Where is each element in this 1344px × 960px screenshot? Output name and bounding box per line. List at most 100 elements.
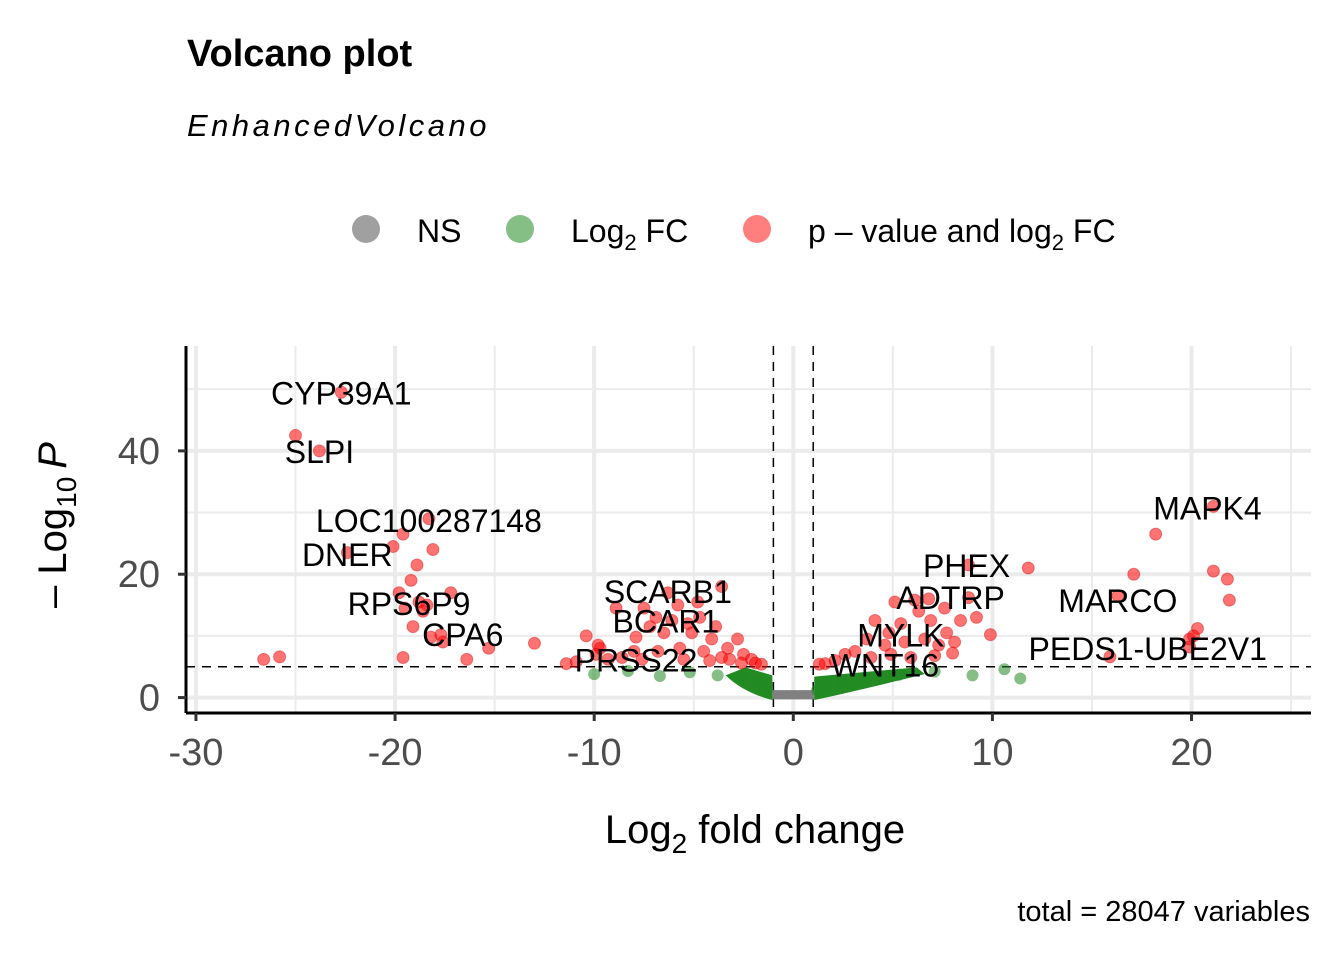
legend-label-significant: p – value and log2 FC — [808, 213, 1116, 255]
chart-title: Volcano plot — [187, 33, 413, 75]
significant-point — [735, 656, 749, 670]
x-tick-label: 0 — [783, 732, 804, 774]
significant-point — [673, 641, 687, 655]
fc-point — [711, 669, 724, 682]
significant-point — [922, 592, 936, 606]
legend: NS Log2 FC p – value and log2 FC — [352, 213, 1116, 255]
plot-gridlines — [186, 346, 1311, 713]
x-tick-label: -30 — [168, 732, 223, 774]
significant-point — [665, 613, 679, 627]
fc-point — [966, 669, 979, 682]
significant-point — [1183, 640, 1197, 654]
significant-point — [340, 546, 354, 560]
ns-points-cluster — [772, 690, 815, 700]
significant-point — [754, 657, 768, 671]
x-axis-title: Log2 fold change — [605, 808, 905, 859]
chart-caption: total = 28047 variables — [1017, 896, 1310, 928]
x-tick-label: 10 — [971, 732, 1013, 774]
significant-point — [1149, 527, 1163, 541]
legend-key-ns — [352, 215, 380, 243]
significant-point — [894, 617, 908, 631]
significant-point — [924, 613, 938, 627]
y-tick-label: 40 — [118, 431, 160, 473]
gene-label: DNER — [302, 537, 393, 573]
legend-key-significant — [743, 215, 771, 243]
significant-point — [396, 650, 410, 664]
significant-point — [482, 641, 496, 655]
gene-label: PHEX — [923, 548, 1010, 584]
fc-point — [998, 663, 1011, 676]
significant-point — [1187, 629, 1201, 643]
significant-point — [912, 604, 926, 618]
significant-point — [426, 543, 440, 557]
significant-point — [812, 657, 826, 671]
fc-point — [1014, 672, 1027, 685]
fc-point — [588, 668, 601, 681]
significant-point — [1206, 564, 1220, 578]
significant-point — [1206, 499, 1220, 513]
fc-point — [683, 666, 696, 679]
significant-point — [615, 650, 629, 664]
significant-point — [878, 638, 892, 652]
significant-point — [589, 647, 603, 661]
significant-point — [386, 539, 400, 553]
significant-point — [1127, 567, 1141, 581]
fc-point — [761, 682, 774, 695]
significant-point — [334, 385, 348, 399]
gene-label: WNT16 — [831, 647, 939, 683]
significant-point — [904, 650, 918, 664]
gene-label: CYP39A1 — [271, 375, 412, 411]
significant-point — [273, 650, 287, 664]
significant-point — [289, 428, 303, 442]
fc-point — [622, 665, 635, 678]
significant-point — [569, 655, 583, 669]
significant-point — [671, 598, 685, 612]
significant-point — [882, 626, 896, 640]
significant-point — [908, 593, 922, 607]
significant-point — [962, 591, 976, 605]
gene-label: SCARB1 — [604, 574, 732, 610]
y-tick-label: 0 — [139, 678, 160, 720]
significant-point — [693, 610, 707, 624]
significant-point — [938, 601, 952, 615]
data-points — [257, 385, 1236, 701]
gene-label: RPS6P9 — [348, 586, 471, 622]
significant-point — [629, 630, 643, 644]
significant-point — [685, 626, 699, 640]
significant-point — [527, 636, 541, 650]
gene-label: MYLK — [857, 618, 944, 654]
significant-point — [1021, 561, 1035, 575]
significant-point — [962, 558, 976, 572]
significant-point — [609, 601, 623, 615]
significant-point — [731, 632, 745, 646]
significant-point — [398, 601, 412, 615]
significant-point — [884, 647, 898, 661]
gene-label: SLPI — [285, 434, 354, 470]
fc-point — [735, 671, 748, 684]
significant-point — [422, 512, 436, 526]
significant-point — [928, 649, 942, 663]
significant-point — [637, 601, 651, 615]
significant-point — [677, 652, 691, 666]
significant-point — [1111, 589, 1125, 603]
significant-point — [948, 635, 962, 649]
gene-label: LOC100287148 — [316, 503, 542, 539]
x-tick-label: -20 — [368, 732, 423, 774]
significant-point — [661, 586, 675, 600]
legend-label-log2fc: Log2 FC — [571, 213, 688, 255]
significant-point — [715, 580, 729, 594]
gene-label: ADTRP — [896, 580, 1004, 616]
significant-point — [579, 629, 593, 643]
fc-point — [811, 684, 824, 697]
legend-key-log2fc — [506, 215, 534, 243]
fc-point — [835, 674, 848, 687]
plot-axes: -30 -20 -10 0 10 20 0 20 40 — [118, 346, 1311, 774]
gene-label: PRSS22 — [575, 642, 698, 678]
significant-point — [868, 613, 882, 627]
significant-point — [635, 652, 649, 666]
significant-point — [657, 626, 671, 640]
significant-point — [723, 652, 737, 666]
fc-point — [858, 671, 871, 684]
